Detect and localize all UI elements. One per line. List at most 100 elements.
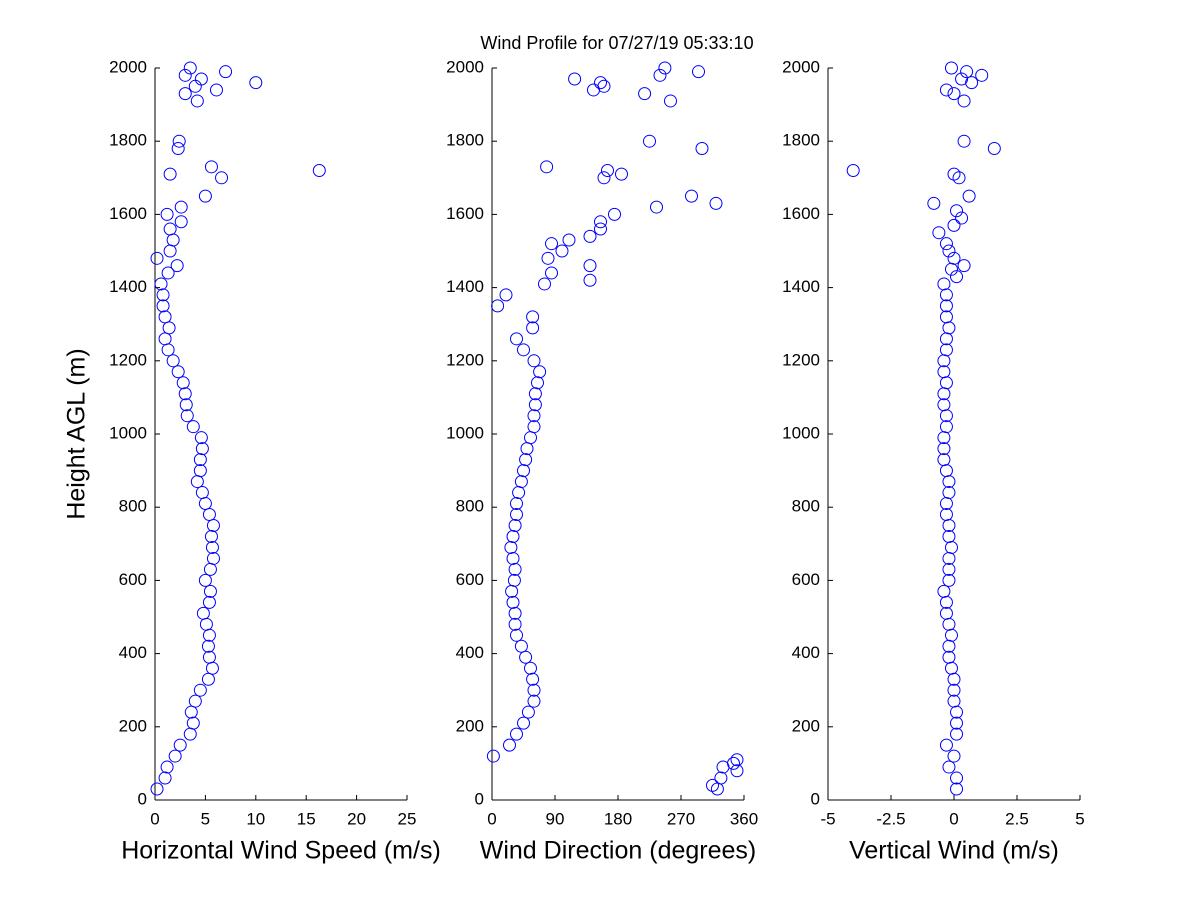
point <box>942 529 956 543</box>
x-tick-label: -2.5 <box>876 809 905 828</box>
x-axis-label: Horizontal Wind Speed (m/s) <box>121 837 441 865</box>
point <box>942 244 956 258</box>
point <box>156 299 170 313</box>
point <box>527 683 541 697</box>
point <box>512 486 526 500</box>
point <box>215 171 229 185</box>
point <box>927 196 941 210</box>
y-tick-label: 200 <box>792 716 820 735</box>
point <box>202 628 216 642</box>
x-tick-label: 20 <box>347 809 366 828</box>
point <box>730 764 744 778</box>
point <box>528 398 542 412</box>
point <box>249 76 263 90</box>
point <box>190 94 204 108</box>
point <box>517 343 530 357</box>
point <box>517 716 530 730</box>
x-tick-label: 25 <box>398 809 417 828</box>
point <box>505 584 519 598</box>
x-tick-label: 0 <box>150 809 159 828</box>
point <box>510 727 523 741</box>
point <box>939 409 953 423</box>
y-tick-label: 1600 <box>782 204 820 223</box>
point <box>714 771 728 785</box>
x-tick-label: 5 <box>1075 809 1084 828</box>
point <box>545 237 558 251</box>
point <box>194 72 208 86</box>
point <box>312 163 326 177</box>
point <box>205 661 219 675</box>
point <box>201 672 215 686</box>
point <box>150 251 164 265</box>
point <box>638 87 652 101</box>
point <box>198 497 212 511</box>
point <box>510 332 523 346</box>
x-tick-label: 10 <box>246 809 265 828</box>
x-tick-label: 0 <box>949 809 958 828</box>
point <box>955 72 969 86</box>
y-tick-label: 800 <box>119 497 147 516</box>
point <box>950 204 964 218</box>
y-tick-label: 0 <box>138 789 147 808</box>
point <box>932 226 946 240</box>
point <box>171 365 185 379</box>
y-tick-label: 2000 <box>782 57 820 76</box>
point <box>196 606 210 620</box>
x-tick-label: 0 <box>487 809 496 828</box>
point <box>727 756 740 770</box>
point <box>163 222 177 236</box>
point <box>950 705 964 719</box>
point <box>987 142 1001 156</box>
point <box>194 431 208 445</box>
point <box>526 672 540 686</box>
point <box>615 167 628 181</box>
point <box>545 266 558 280</box>
point <box>594 76 607 90</box>
point <box>555 244 569 258</box>
point <box>653 68 667 82</box>
point <box>939 420 953 434</box>
point <box>204 160 218 174</box>
point <box>183 61 197 75</box>
point <box>180 409 194 423</box>
point <box>541 251 555 265</box>
x-axis-label: Wind Direction (degrees) <box>480 837 757 865</box>
y-tick-label: 1800 <box>446 131 484 150</box>
point <box>937 277 951 291</box>
point <box>506 529 520 543</box>
point <box>508 562 522 576</box>
point <box>937 354 951 368</box>
point <box>597 79 611 93</box>
y-tick-label: 200 <box>119 716 147 735</box>
point <box>846 163 860 177</box>
y-tick-label: 1800 <box>782 131 820 150</box>
y-tick-label: 1000 <box>782 423 820 442</box>
y-tick-label: 800 <box>792 497 820 516</box>
point <box>158 310 172 324</box>
point <box>939 738 953 752</box>
point <box>166 233 180 247</box>
point <box>528 387 542 401</box>
point <box>594 215 607 229</box>
point <box>150 782 164 796</box>
y-tick-label: 800 <box>456 497 484 516</box>
point <box>942 486 956 500</box>
point <box>504 540 518 554</box>
point <box>190 475 204 489</box>
point <box>947 87 961 101</box>
point <box>960 65 974 79</box>
point <box>947 218 961 232</box>
point <box>937 398 951 412</box>
point <box>186 716 200 730</box>
point <box>939 606 953 620</box>
point <box>162 321 176 335</box>
point <box>950 270 964 284</box>
y-tick-label: 1000 <box>446 423 484 442</box>
y-tick-label: 1400 <box>782 277 820 296</box>
point <box>178 68 192 82</box>
point <box>937 442 951 456</box>
point <box>520 442 534 456</box>
point <box>519 650 533 664</box>
point <box>944 61 958 75</box>
point <box>219 65 233 79</box>
